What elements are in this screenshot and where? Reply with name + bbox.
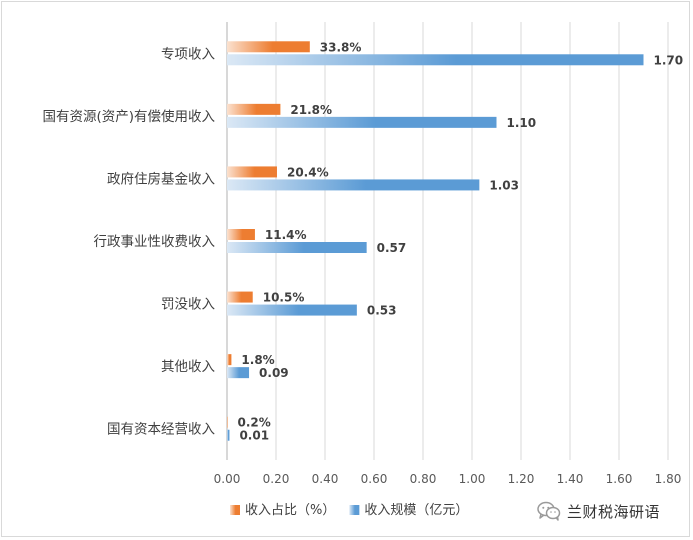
- scale-data-label: 0.01: [239, 429, 269, 443]
- category-label: 国有资本经营收入: [107, 422, 215, 438]
- share-data-label: 10.5%: [263, 291, 305, 305]
- x-tick-label: 0.40: [312, 472, 339, 486]
- x-tick-label: 1.80: [655, 472, 682, 486]
- x-tick-label: 1.60: [606, 472, 633, 486]
- scale-bar: [227, 116, 497, 128]
- scale-bar: [227, 367, 250, 379]
- watermark-text: 兰财税海研语: [567, 502, 661, 521]
- category-label: 其他收入: [161, 359, 215, 375]
- category-label: 罚没收入: [161, 297, 215, 313]
- legend-label-share: 收入占比（%）: [245, 503, 335, 518]
- x-tick-label: 1.40: [557, 472, 584, 486]
- scale-bar: [227, 54, 644, 66]
- category-label: 行政事业性收费收入: [94, 234, 216, 250]
- scale-data-label: 0.09: [259, 366, 289, 380]
- x-tick-label: 1.00: [459, 472, 486, 486]
- share-data-label: 1.8%: [241, 353, 274, 367]
- share-data-label: 11.4%: [265, 228, 307, 242]
- scale-data-label: 0.57: [377, 241, 407, 255]
- watermark: 兰财税海研语: [537, 500, 660, 522]
- share-bar: [227, 41, 310, 53]
- scale-data-label: 1.70: [654, 53, 684, 67]
- share-data-label: 0.2%: [237, 416, 270, 430]
- share-data-label: 20.4%: [287, 165, 329, 179]
- scale-bar: [227, 179, 480, 191]
- x-tick-label: 0.00: [214, 472, 241, 486]
- category-label: 国有资源(资产)有偿使用收入: [42, 108, 215, 125]
- wechat-icon: [537, 501, 561, 521]
- scale-bar: [227, 429, 230, 441]
- legend-swatch-share: [230, 505, 240, 515]
- share-bar: [227, 103, 281, 115]
- legend-label-scale: 收入规模（亿元）: [364, 503, 468, 518]
- x-tick-label: 0.60: [361, 472, 388, 486]
- category-label: 政府住房基金收入: [107, 170, 215, 187]
- share-bar: [227, 291, 253, 303]
- share-bar: [227, 229, 255, 240]
- share-bar: [227, 166, 277, 178]
- scale-bar: [227, 304, 357, 316]
- scale-bar: [227, 242, 367, 253]
- share-data-label: 21.8%: [290, 103, 332, 117]
- scale-data-label: 0.53: [367, 304, 397, 318]
- share-bar: [227, 354, 232, 366]
- scale-data-label: 1.03: [489, 178, 519, 192]
- scale-data-label: 1.10: [507, 116, 537, 130]
- share-data-label: 33.8%: [320, 40, 362, 54]
- x-tick-label: 1.20: [508, 472, 535, 486]
- x-tick-label: 0.80: [410, 472, 437, 486]
- legend-swatch-scale: [349, 505, 360, 515]
- x-tick-label: 0.20: [263, 472, 290, 486]
- category-label: 专项收入: [161, 46, 215, 62]
